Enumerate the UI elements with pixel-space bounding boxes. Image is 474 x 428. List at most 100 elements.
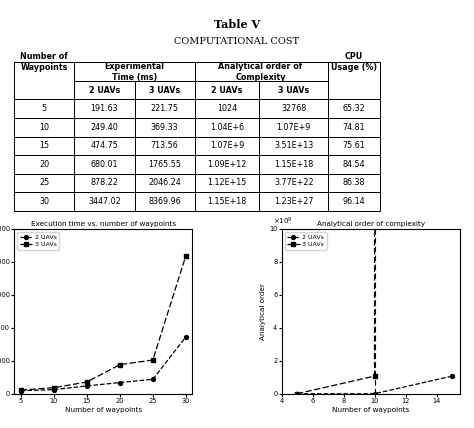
X-axis label: Number of waypoints: Number of waypoints xyxy=(65,407,142,413)
Y-axis label: Analytical order: Analytical order xyxy=(260,283,266,340)
Text: 65.32: 65.32 xyxy=(343,104,365,113)
3 UAVs xyxy=(117,362,123,367)
Bar xyxy=(74,137,135,155)
Text: 75.61: 75.61 xyxy=(343,141,365,150)
Title: Analytical order of complexity: Analytical order of complexity xyxy=(317,221,425,227)
Text: 1.07E+9: 1.07E+9 xyxy=(210,141,244,150)
Text: 221.75: 221.75 xyxy=(151,104,179,113)
Bar xyxy=(74,62,195,81)
Line: 3 UAVs: 3 UAVs xyxy=(19,254,188,392)
Text: Experimental
Time (ms): Experimental Time (ms) xyxy=(105,62,164,82)
Text: 878.22: 878.22 xyxy=(91,178,118,187)
Bar xyxy=(195,62,259,81)
Legend: 2 UAVs, 3 UAVs: 2 UAVs, 3 UAVs xyxy=(285,232,327,250)
Bar xyxy=(259,192,328,211)
Bar xyxy=(74,155,135,174)
3 UAVs xyxy=(294,391,300,396)
Bar xyxy=(259,81,328,99)
Text: 3447.02: 3447.02 xyxy=(88,197,121,206)
Text: Analytical order of
Complexity: Analytical order of Complexity xyxy=(218,62,302,82)
Bar xyxy=(195,174,259,192)
Text: 249.40: 249.40 xyxy=(91,123,118,132)
Bar xyxy=(74,118,135,137)
Bar xyxy=(14,62,74,81)
Bar xyxy=(135,118,195,137)
Text: 474.75: 474.75 xyxy=(91,141,118,150)
2 UAVs xyxy=(84,383,90,389)
Bar xyxy=(259,155,328,174)
Text: 96.14: 96.14 xyxy=(343,197,365,206)
Bar xyxy=(195,192,259,211)
Text: 8369.96: 8369.96 xyxy=(148,197,181,206)
Bar xyxy=(259,137,328,155)
Text: 2 UAVs: 2 UAVs xyxy=(211,86,243,95)
Text: 5: 5 xyxy=(42,104,47,113)
Line: 2 UAVs: 2 UAVs xyxy=(295,374,454,396)
Text: $\times10^9$: $\times10^9$ xyxy=(273,216,292,227)
Title: Execution time vs. number of waypoints: Execution time vs. number of waypoints xyxy=(31,221,176,227)
Text: 1.15E+18: 1.15E+18 xyxy=(274,160,313,169)
Bar xyxy=(328,62,380,81)
2 UAVs xyxy=(18,388,24,393)
Text: 25: 25 xyxy=(39,178,49,187)
Text: 10: 10 xyxy=(39,123,49,132)
Bar xyxy=(195,118,259,137)
Bar xyxy=(328,137,380,155)
2 UAVs xyxy=(51,387,57,392)
2 UAVs xyxy=(449,374,455,379)
Text: 74.81: 74.81 xyxy=(343,123,365,132)
Text: 1.23E+27: 1.23E+27 xyxy=(274,197,314,206)
Text: 2046.24: 2046.24 xyxy=(148,178,181,187)
Bar xyxy=(14,81,74,99)
Bar xyxy=(328,81,380,99)
Bar xyxy=(135,99,195,118)
Text: 1.12E+15: 1.12E+15 xyxy=(207,178,246,187)
Text: 3 UAVs: 3 UAVs xyxy=(149,86,180,95)
Bar xyxy=(195,62,328,81)
Text: CPU
Usage (%): CPU Usage (%) xyxy=(331,52,377,72)
Text: 1.07E+9: 1.07E+9 xyxy=(277,123,311,132)
Bar xyxy=(328,62,380,99)
Line: 2 UAVs: 2 UAVs xyxy=(19,335,188,392)
Bar xyxy=(328,118,380,137)
Bar xyxy=(135,81,195,99)
Text: 2 UAVs: 2 UAVs xyxy=(89,86,120,95)
Bar xyxy=(328,174,380,192)
Bar xyxy=(14,99,74,118)
Bar xyxy=(74,81,135,99)
Bar xyxy=(195,99,259,118)
Bar xyxy=(135,155,195,174)
Legend: 2 UAVs, 3 UAVs: 2 UAVs, 3 UAVs xyxy=(18,232,59,250)
Bar xyxy=(74,99,135,118)
Bar xyxy=(259,99,328,118)
Text: 369.33: 369.33 xyxy=(151,123,178,132)
Bar xyxy=(195,137,259,155)
3 UAVs xyxy=(183,253,189,259)
Text: 1.15E+18: 1.15E+18 xyxy=(207,197,246,206)
3 UAVs xyxy=(84,380,90,385)
Text: 1024: 1024 xyxy=(217,104,237,113)
Text: Number of
Waypoints: Number of Waypoints xyxy=(20,52,68,72)
Bar xyxy=(14,118,74,137)
3 UAVs xyxy=(372,374,377,379)
Text: 1.04E+6: 1.04E+6 xyxy=(210,123,244,132)
Text: 3 UAVs: 3 UAVs xyxy=(278,86,310,95)
Bar xyxy=(135,192,195,211)
Text: 84.54: 84.54 xyxy=(343,160,365,169)
Text: 1.09E+12: 1.09E+12 xyxy=(207,160,246,169)
Bar xyxy=(74,192,135,211)
Text: 3.77E+22: 3.77E+22 xyxy=(274,178,314,187)
Text: 15: 15 xyxy=(39,141,49,150)
Text: COMPUTATIONAL COST: COMPUTATIONAL COST xyxy=(174,36,300,46)
Text: 713.56: 713.56 xyxy=(151,141,179,150)
Bar xyxy=(135,137,195,155)
2 UAVs xyxy=(117,380,123,385)
Bar xyxy=(14,62,74,99)
Bar xyxy=(14,155,74,174)
Line: 3 UAVs: 3 UAVs xyxy=(295,0,454,396)
Text: 30: 30 xyxy=(39,197,49,206)
Bar xyxy=(74,174,135,192)
2 UAVs xyxy=(372,391,377,396)
Text: Table V: Table V xyxy=(214,19,260,30)
Bar xyxy=(195,81,259,99)
